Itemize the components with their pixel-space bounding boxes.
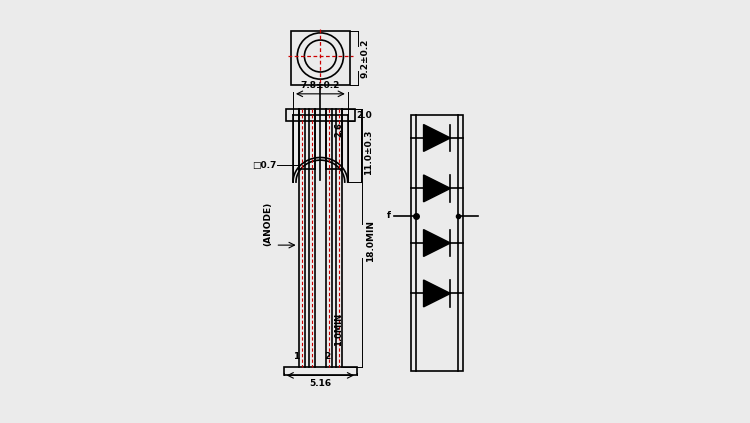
Text: 2.6: 2.6: [334, 122, 343, 137]
Text: 7.8±0.2: 7.8±0.2: [301, 81, 340, 90]
Text: f: f: [386, 211, 391, 220]
Text: 5.16: 5.16: [309, 379, 332, 388]
Text: 1.0MIN: 1.0MIN: [334, 313, 343, 346]
Bar: [286, 109, 355, 121]
Text: (ANODE): (ANODE): [263, 202, 272, 246]
Text: 18.0MIN: 18.0MIN: [366, 220, 375, 262]
Polygon shape: [424, 175, 451, 202]
Text: 9.2±0.2: 9.2±0.2: [360, 38, 369, 78]
Text: 1: 1: [293, 352, 299, 361]
Bar: [284, 367, 357, 375]
Text: 11.0±0.3: 11.0±0.3: [364, 130, 374, 176]
Polygon shape: [424, 124, 451, 151]
Text: 2.0: 2.0: [356, 111, 372, 120]
Bar: [291, 31, 350, 85]
Bar: [411, 115, 464, 371]
Text: 2: 2: [325, 352, 331, 361]
Polygon shape: [424, 280, 451, 307]
Text: □0.7: □0.7: [252, 161, 276, 170]
Polygon shape: [424, 230, 451, 256]
